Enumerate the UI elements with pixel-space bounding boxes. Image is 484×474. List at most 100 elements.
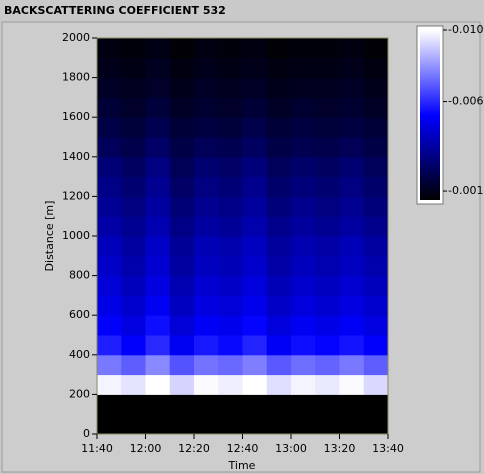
heatmap-cell [145, 77, 171, 98]
heatmap-cell [266, 335, 292, 356]
heatmap-cell [363, 216, 389, 237]
heatmap-cell [121, 374, 146, 395]
heatmap-cell [194, 176, 219, 197]
heatmap-cell [169, 196, 195, 217]
heatmap-cell [97, 315, 122, 336]
heatmap-cell [218, 77, 243, 98]
heatmap-cell [291, 117, 316, 138]
y-tick-label: 1400 [62, 150, 90, 163]
heatmap-cell [121, 97, 146, 118]
heatmap-cell [97, 236, 122, 257]
heatmap-cell [339, 196, 365, 217]
heatmap-cell [121, 236, 146, 257]
heatmap-cell [363, 97, 389, 118]
heatmap-cell [266, 137, 292, 158]
heatmap-cell [145, 295, 171, 316]
heatmap-cell [339, 176, 365, 197]
heatmap-cell [121, 117, 146, 138]
heatmap-cell [242, 38, 268, 59]
heatmap-cell [194, 295, 219, 316]
y-axis-label: Distance [m] [43, 201, 56, 272]
heatmap-cell [169, 216, 195, 237]
heatmap-cell [169, 354, 195, 376]
heatmap-cell [145, 315, 171, 336]
x-tick-label: 12:40 [227, 442, 259, 455]
heatmap-cell [97, 255, 122, 277]
heatmap-cell [121, 176, 146, 197]
heatmap-cell [291, 275, 316, 296]
heatmap-cell [121, 196, 146, 217]
heatmap-cell [363, 354, 389, 376]
heatmap-cell [218, 196, 243, 217]
heatmap-cell [291, 315, 316, 336]
heatmap-cell [97, 374, 122, 395]
heatmap-cell [291, 394, 316, 415]
heatmap-cell [145, 38, 171, 59]
heatmap-cell [242, 236, 268, 257]
heatmap-cell [339, 414, 365, 435]
heatmap-cell [169, 335, 195, 356]
heatmap-cell [242, 275, 268, 296]
heatmap-cell [339, 354, 365, 376]
heatmap-cell [145, 275, 171, 296]
heatmap-cell [121, 255, 146, 277]
x-tick-label: 13:20 [324, 442, 356, 455]
heatmap-cell [218, 137, 243, 158]
heatmap-cell [242, 156, 268, 178]
heatmap-cell [315, 354, 340, 376]
heatmap-cell [121, 38, 146, 59]
heatmap-cell [242, 216, 268, 237]
heatmap-cell [363, 255, 389, 277]
heatmap-cell [97, 57, 122, 79]
heatmap-cell [169, 156, 195, 178]
heatmap-cell [266, 176, 292, 197]
heatmap-cell [242, 255, 268, 277]
heatmap-cell [339, 57, 365, 79]
heatmap-cell [97, 176, 122, 197]
heatmap-cell [121, 156, 146, 178]
y-tick-label: 200 [69, 387, 90, 400]
heatmap-cell [315, 255, 340, 277]
heatmap-cell [218, 216, 243, 237]
heatmap-cell [218, 57, 243, 79]
heatmap-cell [194, 216, 219, 237]
x-tick-label: 13:00 [275, 442, 307, 455]
heatmap-cell [363, 156, 389, 178]
heatmap-cell [218, 295, 243, 316]
heatmap-cell [169, 315, 195, 336]
x-tick-label: 11:40 [81, 442, 113, 455]
heatmap-cell [169, 236, 195, 257]
heatmap-cell [97, 414, 122, 435]
heatmap-cell [363, 394, 389, 415]
heatmap-cell [218, 255, 243, 277]
heatmap-cell [194, 137, 219, 158]
heatmap-cell [291, 255, 316, 277]
heatmap-cell [194, 97, 219, 118]
heatmap-cell [266, 354, 292, 376]
colorbar [420, 30, 440, 200]
heatmap-cell [194, 236, 219, 257]
heatmap-cell [363, 176, 389, 197]
heatmap-cell [145, 394, 171, 415]
heatmap-cell [242, 137, 268, 158]
x-tick-label: 12:00 [130, 442, 162, 455]
heatmap-cell [242, 117, 268, 138]
heatmap-cell [242, 176, 268, 197]
colorbar-tick-label: -0.010 [448, 23, 483, 36]
heatmap-cell [169, 77, 195, 98]
heatmap-cell [315, 236, 340, 257]
heatmap-cell [339, 394, 365, 415]
heatmap-cell [97, 275, 122, 296]
heatmap-cell [363, 295, 389, 316]
heatmap-cell [97, 117, 122, 138]
heatmap-cell [145, 255, 171, 277]
heatmap-cell [218, 275, 243, 296]
heatmap-cell [97, 394, 122, 415]
heatmap-cell [339, 216, 365, 237]
heatmap-cell [242, 295, 268, 316]
heatmap-cell [145, 414, 171, 435]
heatmap-cell [194, 255, 219, 277]
heatmap-cell [121, 394, 146, 415]
heatmap-cell [145, 117, 171, 138]
heatmap-cell [266, 315, 292, 336]
